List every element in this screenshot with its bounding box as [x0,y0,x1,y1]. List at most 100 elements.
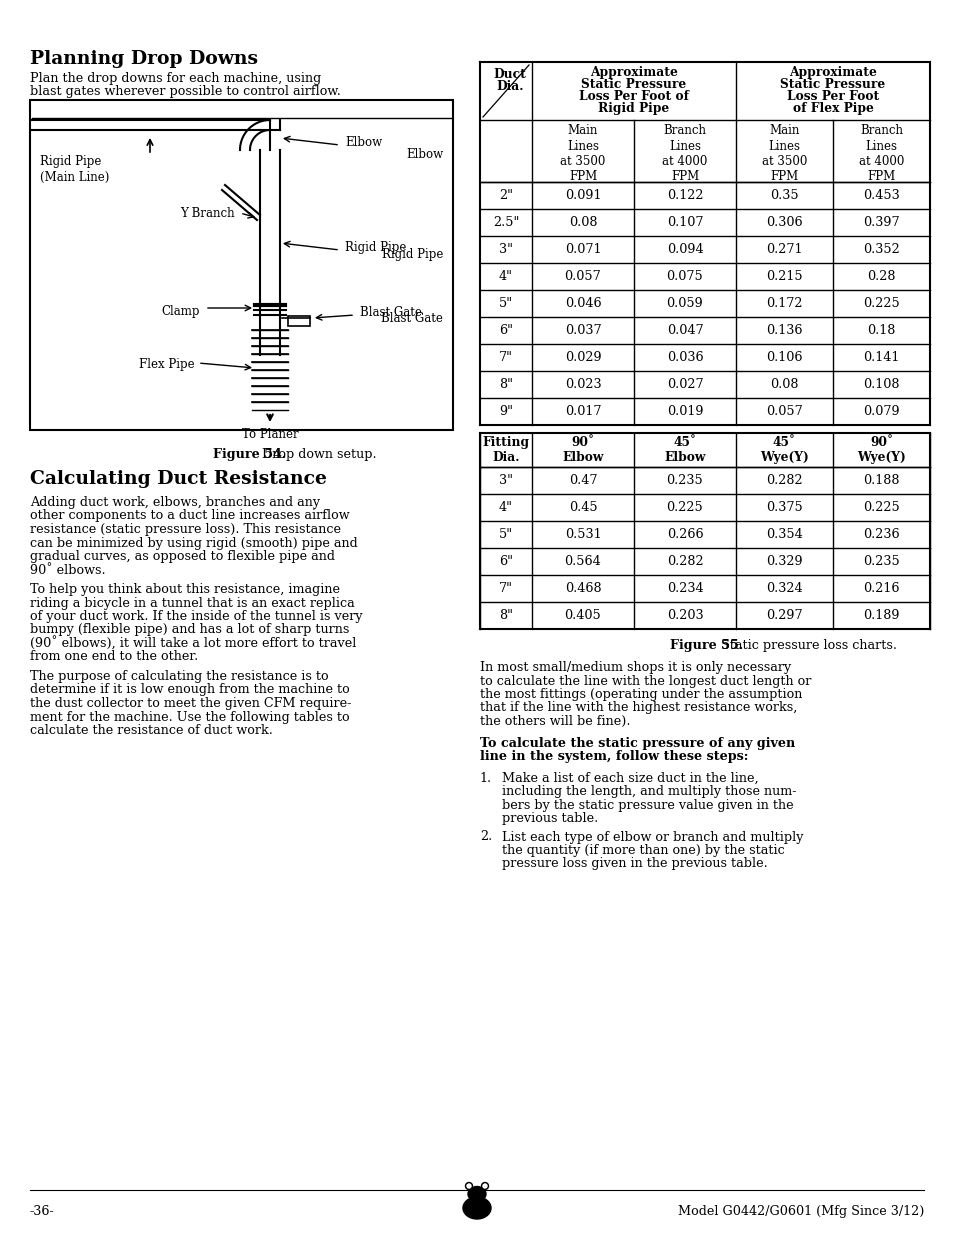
Text: 0.017: 0.017 [564,405,600,417]
Text: 3": 3" [498,474,513,487]
Text: Duct: Duct [493,68,526,82]
Text: can be minimized by using rigid (smooth) pipe and: can be minimized by using rigid (smooth)… [30,536,357,550]
Text: 0.172: 0.172 [765,296,801,310]
Text: Fitting
Dia.: Fitting Dia. [482,436,529,464]
Text: 0.266: 0.266 [666,529,702,541]
Text: 4": 4" [498,270,513,283]
Text: To calculate the static pressure of any given: To calculate the static pressure of any … [479,736,795,750]
Text: Figure 55.: Figure 55. [669,638,742,652]
Text: Model G0442/G0601 (Mfg Since 3/12): Model G0442/G0601 (Mfg Since 3/12) [677,1205,923,1218]
Text: 7": 7" [498,582,513,595]
Text: 3": 3" [498,243,513,256]
Text: 1.: 1. [479,772,492,784]
Text: 0.108: 0.108 [862,378,899,391]
Text: 0.405: 0.405 [564,609,600,622]
Text: 0.094: 0.094 [666,243,702,256]
Text: previous table.: previous table. [501,811,598,825]
Text: gradual curves, as opposed to flexible pipe and: gradual curves, as opposed to flexible p… [30,550,335,563]
Text: 0.057: 0.057 [765,405,802,417]
Text: Figure 54.: Figure 54. [213,448,287,461]
Text: 5": 5" [498,296,513,310]
Text: 0.071: 0.071 [564,243,600,256]
Text: 0.141: 0.141 [862,351,899,364]
Text: To help you think about this resistance, imagine: To help you think about this resistance,… [30,583,339,597]
Text: 2.: 2. [479,830,492,844]
Text: 0.075: 0.075 [666,270,702,283]
Text: 0.235: 0.235 [666,474,702,487]
Text: 5": 5" [498,529,513,541]
Text: Calculating Duct Resistance: Calculating Duct Resistance [30,471,327,488]
Text: 45˚
Wye(Y): 45˚ Wye(Y) [760,436,808,464]
Text: 0.531: 0.531 [564,529,600,541]
Text: bers by the static pressure value given in the: bers by the static pressure value given … [501,799,793,811]
Text: Blast Gate: Blast Gate [359,305,421,319]
Ellipse shape [482,1184,486,1188]
Text: 0.282: 0.282 [765,474,802,487]
Text: pressure loss given in the previous table.: pressure loss given in the previous tabl… [501,857,767,871]
Text: 6": 6" [498,555,513,568]
Ellipse shape [465,1182,472,1189]
Text: 0.225: 0.225 [862,501,899,514]
Text: 0.18: 0.18 [866,324,895,337]
Text: other components to a duct line increases airflow: other components to a duct line increase… [30,510,349,522]
Text: 0.057: 0.057 [564,270,600,283]
Text: 0.079: 0.079 [862,405,899,417]
Text: Rigid Pipe: Rigid Pipe [598,103,669,115]
Text: Static Pressure: Static Pressure [780,78,884,91]
Text: 0.234: 0.234 [666,582,702,595]
Text: Rigid Pipe
(Main Line): Rigid Pipe (Main Line) [40,156,110,184]
Text: 0.354: 0.354 [765,529,802,541]
Text: 0.189: 0.189 [862,609,899,622]
Text: 0.027: 0.027 [666,378,702,391]
Ellipse shape [462,1197,491,1219]
Text: from one end to the other.: from one end to the other. [30,651,198,663]
Text: including the length, and multiply those num-: including the length, and multiply those… [501,785,796,798]
Text: Branch
Lines
at 4000
FPM: Branch Lines at 4000 FPM [858,124,903,184]
Text: Flex Pipe: Flex Pipe [139,358,194,370]
Text: Static pressure loss charts.: Static pressure loss charts. [717,638,896,652]
Text: 8": 8" [498,378,513,391]
Text: In most small/medium shops it is only necessary: In most small/medium shops it is only ne… [479,661,790,674]
Text: 0.036: 0.036 [666,351,702,364]
Text: 0.271: 0.271 [765,243,801,256]
Text: 90˚
Wye(Y): 90˚ Wye(Y) [856,436,905,464]
Text: 0.047: 0.047 [666,324,702,337]
Text: Blast Gate: Blast Gate [381,312,442,325]
Text: 9": 9" [498,405,513,417]
Text: The purpose of calculating the resistance is to: The purpose of calculating the resistanc… [30,671,328,683]
Text: 0.08: 0.08 [769,378,798,391]
Text: 0.107: 0.107 [666,216,702,228]
Text: 0.037: 0.037 [564,324,600,337]
Text: 0.023: 0.023 [564,378,600,391]
Text: Adding duct work, elbows, branches and any: Adding duct work, elbows, branches and a… [30,496,320,509]
Text: 0.059: 0.059 [666,296,702,310]
Text: 0.28: 0.28 [866,270,895,283]
Text: Elbow: Elbow [345,136,382,148]
Text: 8": 8" [498,609,513,622]
Text: To Planer: To Planer [241,429,298,441]
Text: 2.5": 2.5" [493,216,518,228]
Text: 0.45: 0.45 [568,501,597,514]
Text: calculate the resistance of duct work.: calculate the resistance of duct work. [30,724,273,737]
Text: Make a list of each size duct in the line,: Make a list of each size duct in the lin… [501,772,758,784]
Text: 0.091: 0.091 [564,189,600,203]
Text: List each type of elbow or branch and multiply: List each type of elbow or branch and mu… [501,830,802,844]
Text: to calculate the line with the longest duct length or: to calculate the line with the longest d… [479,674,810,688]
Text: riding a bicycle in a tunnel that is an exact replica: riding a bicycle in a tunnel that is an … [30,597,355,610]
Text: determine if it is low enough from the machine to: determine if it is low enough from the m… [30,683,350,697]
Text: Planning Drop Downs: Planning Drop Downs [30,49,257,68]
Text: 0.106: 0.106 [765,351,801,364]
Text: 0.324: 0.324 [765,582,802,595]
Text: 0.352: 0.352 [862,243,899,256]
Text: 0.215: 0.215 [765,270,802,283]
Text: Drop down setup.: Drop down setup. [258,448,376,461]
Text: 0.029: 0.029 [564,351,600,364]
Text: Main
Lines
at 3500
FPM: Main Lines at 3500 FPM [761,124,806,184]
Text: -36-: -36- [30,1205,54,1218]
Text: 0.282: 0.282 [666,555,702,568]
Text: 0.306: 0.306 [765,216,802,228]
Text: Approximate: Approximate [788,65,876,79]
Text: 0.235: 0.235 [862,555,899,568]
Text: 2": 2" [498,189,513,203]
Text: 0.47: 0.47 [568,474,597,487]
